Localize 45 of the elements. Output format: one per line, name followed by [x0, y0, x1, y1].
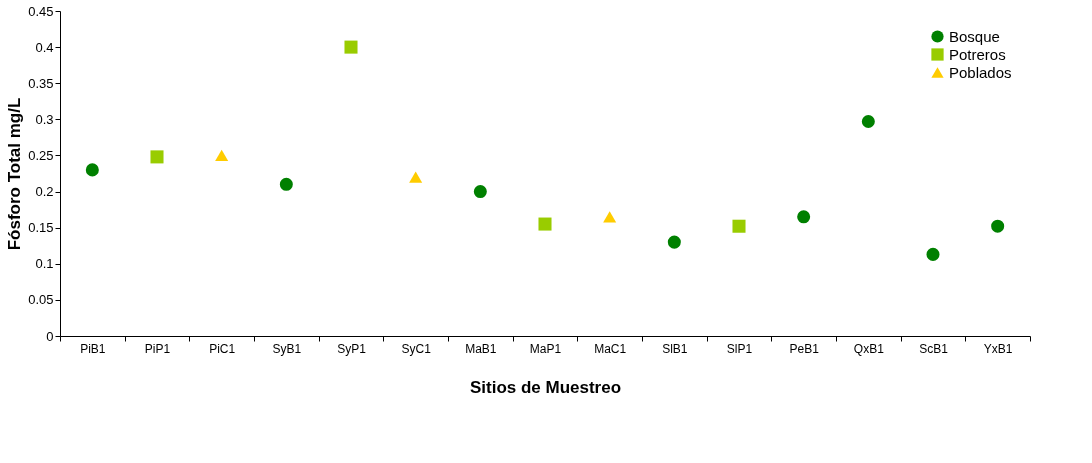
x-tick-label: MaC1 [594, 341, 627, 356]
y-tick-label: 0.25 [28, 147, 54, 163]
x-tick-label: PiC1 [209, 341, 236, 356]
y-axis-title: Fósforo Total mg/L [5, 97, 25, 251]
point [409, 171, 423, 183]
point [85, 163, 99, 177]
point [667, 235, 681, 249]
point [861, 114, 875, 129]
y-tick-label: 0.15 [28, 220, 54, 236]
x-tick-label: PeB1 [789, 341, 820, 356]
point [538, 217, 552, 231]
x-axis-title: Sitios de Muestreo [469, 377, 622, 397]
point [991, 219, 1005, 233]
x-tick-label: SlP1 [726, 341, 753, 356]
point [150, 150, 164, 164]
legend-label: Poblados [949, 63, 1012, 81]
point [732, 219, 746, 233]
point [344, 40, 358, 54]
x-tick-label: MaB1 [465, 341, 497, 356]
x-tick-label: YxB1 [983, 341, 1013, 356]
point [926, 247, 940, 261]
x-tick-label: MaP1 [529, 341, 562, 356]
y-tick-label: 0.45 [28, 3, 54, 19]
x-tick-label: SlB1 [662, 341, 688, 356]
y-tick-label: 0.05 [28, 292, 54, 308]
y-tick-label: 0.4 [35, 39, 54, 55]
x-tick-label: QxB1 [853, 341, 885, 356]
x-tick-label: ScB1 [919, 341, 949, 356]
point [603, 211, 617, 223]
legend-label: Potreros [949, 45, 1006, 63]
x-tick-label: SyB1 [272, 341, 302, 356]
legend-label: Bosque [949, 27, 1000, 45]
y-tick-label: 0.2 [35, 184, 54, 200]
y-tick-label: 0.35 [28, 75, 54, 91]
y-tick-label: 0.1 [35, 256, 54, 272]
x-tick-label: PiP1 [144, 341, 171, 356]
x-tick-label: SyP1 [337, 341, 367, 356]
y-tick-label: 0.3 [35, 111, 54, 127]
x-tick-label: PiB1 [80, 341, 106, 356]
point [797, 210, 811, 224]
y-tick-label: 0 [46, 328, 54, 344]
point [279, 177, 293, 191]
point [215, 149, 229, 162]
x-tick-label: SyC1 [401, 341, 432, 356]
point [473, 185, 487, 199]
